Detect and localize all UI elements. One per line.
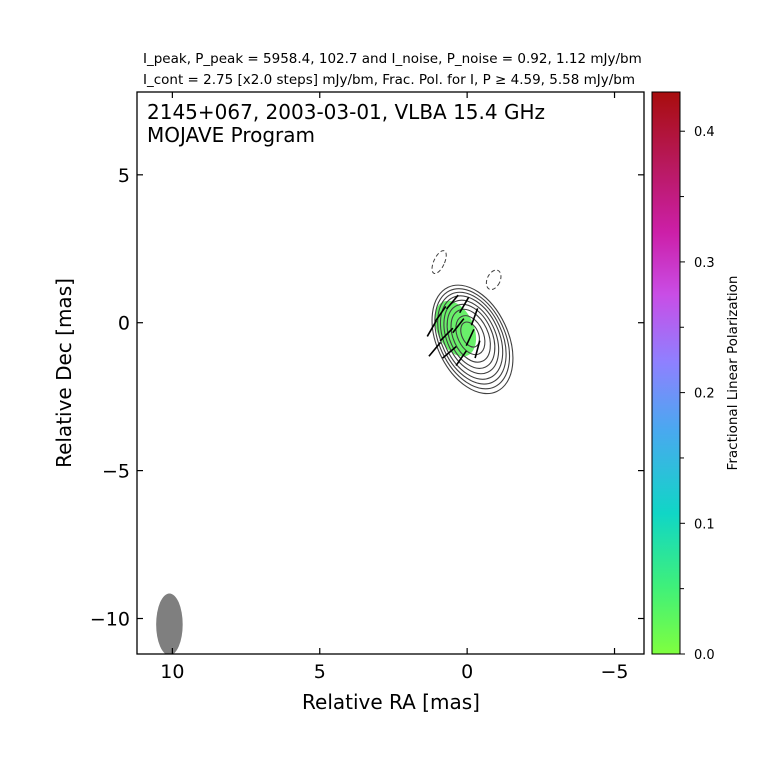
intensity-contour	[439, 295, 504, 380]
plot-frame	[136, 91, 645, 655]
x-axis-label: Relative RA [mas]	[302, 690, 480, 714]
colorbar-tick-label: 0.4	[694, 125, 715, 140]
y-axis-ticks: 5 0 −5 −10	[90, 165, 644, 631]
x-tick-label: 5	[314, 661, 326, 683]
y-tick-label: −5	[102, 461, 130, 483]
chart-subtitle: MOJAVE Program	[147, 123, 315, 147]
intensity-contour	[434, 288, 511, 390]
y-tick-label: 0	[118, 313, 130, 335]
evpa-tick	[434, 306, 447, 322]
intensity-contour	[450, 308, 491, 363]
colorbar-ticks: 0.0 0.1 0.2 0.3 0.4	[680, 125, 715, 663]
evpa-tick	[458, 296, 470, 314]
evpa-tick	[428, 341, 442, 357]
intensity-contour	[443, 299, 500, 375]
x-tick-label: 0	[461, 661, 473, 683]
beam-ellipse	[156, 593, 183, 654]
chart-title: 2145+067, 2003-03-01, VLBA 15.4 GHz	[147, 100, 545, 124]
colorbar-label: Fractional Linear Polarization	[725, 276, 741, 471]
header-line-1: I_peak, P_peak = 5958.4, 102.7 and I_noi…	[143, 51, 642, 67]
evpa-tick	[439, 327, 454, 342]
evpa-tick	[455, 350, 468, 367]
colorbar-tick-label: 0.0	[694, 648, 715, 663]
y-tick-label: 5	[118, 165, 130, 187]
negative-contour	[431, 250, 447, 275]
evpa-tick	[426, 320, 437, 337]
intensity-contour	[431, 284, 514, 395]
intensity-contour	[446, 303, 496, 369]
intensity-contour	[460, 321, 480, 348]
evpa-tick	[446, 294, 459, 310]
colorbar-tick-label: 0.2	[694, 387, 715, 402]
x-tick-label: 10	[160, 661, 184, 683]
y-axis-label: Relative Dec [mas]	[52, 278, 76, 468]
colorbar-tick-label: 0.1	[694, 517, 715, 532]
colorbar-tick-label: 0.3	[694, 256, 715, 271]
negative-contour	[485, 269, 502, 291]
evpa-tick	[452, 318, 465, 334]
evpa-tick	[465, 329, 475, 347]
evpa-tick	[470, 308, 479, 326]
intensity-contour	[437, 291, 507, 385]
y-tick-label: −10	[90, 609, 130, 631]
intensity-contour	[455, 315, 486, 356]
x-tick-label: −5	[601, 661, 629, 683]
plot-area	[156, 250, 514, 654]
contour-layer	[156, 250, 514, 654]
evpa-tick	[442, 345, 457, 359]
x-axis-ticks: 10 5 0 −5	[160, 92, 629, 683]
header-line-2: I_cont = 2.75 [x2.0 steps] mJy/bm, Frac.…	[143, 72, 635, 88]
colorbar	[651, 91, 681, 655]
evpa-tick	[474, 340, 481, 359]
